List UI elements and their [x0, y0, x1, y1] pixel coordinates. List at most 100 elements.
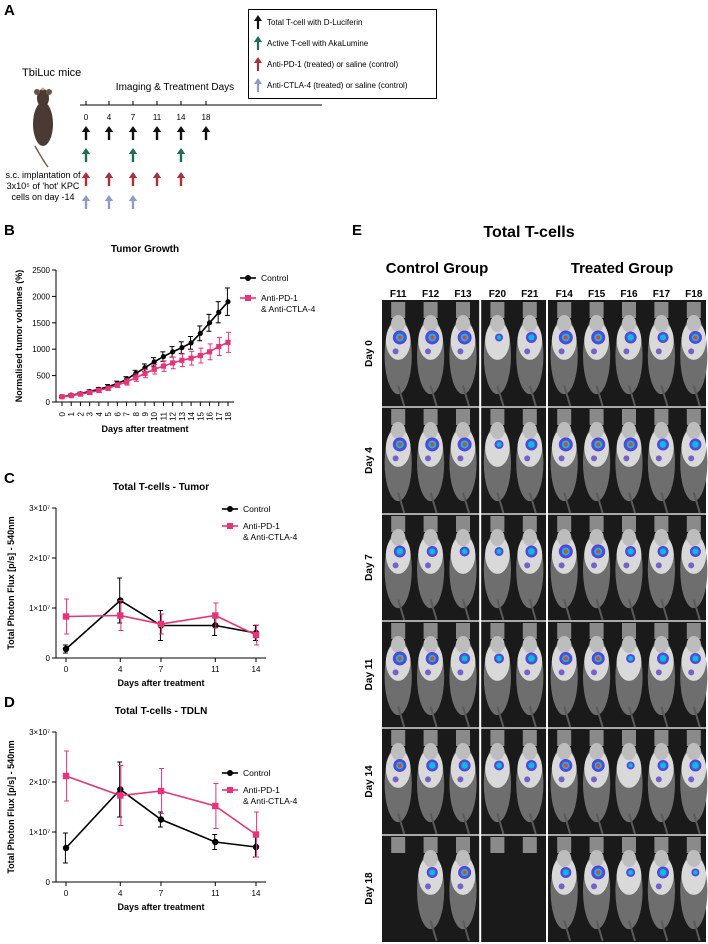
mouse-image: [615, 516, 643, 621]
day-label: Day 7: [364, 554, 375, 581]
data-point: [117, 786, 124, 793]
mouse-image: [550, 516, 578, 621]
y-axis-label: Total Photon Flux [p/s] - 540nm: [6, 516, 16, 649]
x-tick-label: 7: [159, 889, 164, 898]
timeline-arrow-icon: [104, 172, 114, 186]
signal-spot: [659, 869, 667, 876]
chart-title: Tumor Growth: [111, 244, 179, 255]
signal-spot: [692, 441, 699, 448]
legend-marker: [227, 523, 233, 529]
signal-spot: [692, 655, 699, 662]
data-point: [68, 393, 74, 399]
y-tick-label: 0: [46, 398, 51, 407]
panel-label-e: E: [352, 222, 363, 239]
timeline-arrow-icon: [201, 126, 211, 140]
y-tick-label: 1500: [32, 319, 50, 328]
panel-e: Total T-cells Control Group Treated Grou…: [350, 218, 708, 944]
legend-marker: [245, 295, 251, 301]
x-tick-label: 7: [123, 411, 132, 416]
legend-label-line: & Anti-CTLA-4: [243, 532, 298, 542]
series-line: [61, 301, 229, 398]
timeline-arrow-icon: [128, 172, 138, 186]
timeline-arrow-icon: [128, 126, 138, 140]
signal-spot: [558, 883, 565, 890]
signal-spot: [425, 776, 432, 783]
mouse-id-label: F12: [422, 289, 440, 300]
mouse-image: [680, 516, 708, 621]
legend-label: Total T-cell with D-Luciferin: [267, 17, 363, 27]
legend-label-line: Control: [243, 504, 271, 514]
legend-row: Anti-PD-1 (treated) or saline (control): [253, 56, 398, 72]
signal-spot: [392, 669, 399, 676]
y-tick-label: 3×10⁷: [29, 504, 50, 513]
y-tick-label: 500: [37, 372, 51, 381]
signal-spot: [392, 562, 399, 569]
data-point: [160, 353, 167, 360]
signal-spot: [655, 562, 662, 569]
mouse-image: [516, 516, 544, 621]
mouse-image: [615, 302, 643, 407]
y-tick-label: 1×10⁷: [29, 828, 50, 837]
data-point: [170, 349, 176, 355]
y-tick-label: 0: [46, 654, 51, 663]
mouse-image: [680, 730, 708, 835]
x-tick-label: 3: [86, 411, 95, 416]
legend-marker: [227, 770, 233, 776]
signal-spot: [659, 441, 667, 448]
x-tick-label: 11: [211, 889, 220, 898]
treatment-timeline: Imaging & Treatment Days 0 4 7 11 14 18: [80, 82, 322, 209]
tumor-tcell-chart: Total T-cells - Tumor 0 1×10⁷ 2×10⁷ 3×10⁷ 0 4 7…: [6, 482, 298, 688]
signal-spot: [430, 335, 435, 340]
data-point: [179, 345, 185, 351]
signal-spot: [524, 669, 531, 676]
signal-spot: [457, 776, 464, 783]
x-tick-label: 11: [159, 411, 168, 420]
x-axis-label: Days after treatment: [117, 678, 204, 688]
mouse-image: [582, 302, 611, 407]
mouse-title: TbiLuc mice: [22, 67, 82, 79]
x-tick-label: 16: [206, 411, 215, 420]
mouse-id-label: F16: [620, 289, 638, 300]
x-tick-label: 14: [187, 411, 196, 420]
mouse-image: [516, 623, 544, 728]
signal-spot: [461, 655, 468, 662]
signal-spot: [496, 548, 502, 554]
signal-spot: [397, 335, 402, 340]
signal-spot: [591, 669, 598, 676]
signal-spot: [563, 442, 568, 447]
signal-spot: [591, 455, 598, 462]
timeline-arrow-icon: [128, 148, 138, 162]
data-point: [252, 631, 260, 639]
signal-spot: [591, 348, 598, 355]
y-tick-label: 3×10⁷: [29, 728, 50, 737]
timeline-day-label: 18: [202, 113, 211, 122]
mouse-image: [416, 409, 445, 514]
mouse-image: [490, 837, 505, 853]
data-point: [206, 349, 213, 355]
mouse-id-label: F15: [588, 289, 606, 300]
mouse-image: [449, 730, 477, 835]
x-tick-label: 14: [252, 889, 261, 898]
timeline-arrow-icon: [104, 126, 114, 140]
signal-spot: [429, 548, 436, 555]
legend-label-line: Anti-PD-1: [261, 293, 298, 303]
legend-arrow-icon: [254, 57, 262, 71]
signal-spot: [688, 562, 695, 569]
x-tick-label: 2: [76, 411, 85, 416]
mouse-image: [483, 730, 512, 835]
timeline-day-label: 0: [84, 113, 89, 122]
mouse-image: [582, 409, 611, 514]
data-point: [160, 363, 167, 369]
signal-spot: [558, 669, 565, 676]
signal-spot: [623, 348, 630, 355]
legend-label-line: & Anti-CTLA-4: [261, 304, 316, 314]
signal-spot: [428, 762, 436, 769]
data-point: [188, 355, 194, 361]
mouse-image: [680, 409, 708, 514]
chart-legend: Control Anti-PD-1 & Anti-CTLA-4: [222, 504, 298, 542]
data-point: [114, 382, 120, 388]
day-label: Day 4: [364, 447, 375, 474]
signal-spot: [496, 762, 502, 769]
series-treated: [59, 331, 232, 400]
legend-arrow-icon: [254, 36, 262, 50]
